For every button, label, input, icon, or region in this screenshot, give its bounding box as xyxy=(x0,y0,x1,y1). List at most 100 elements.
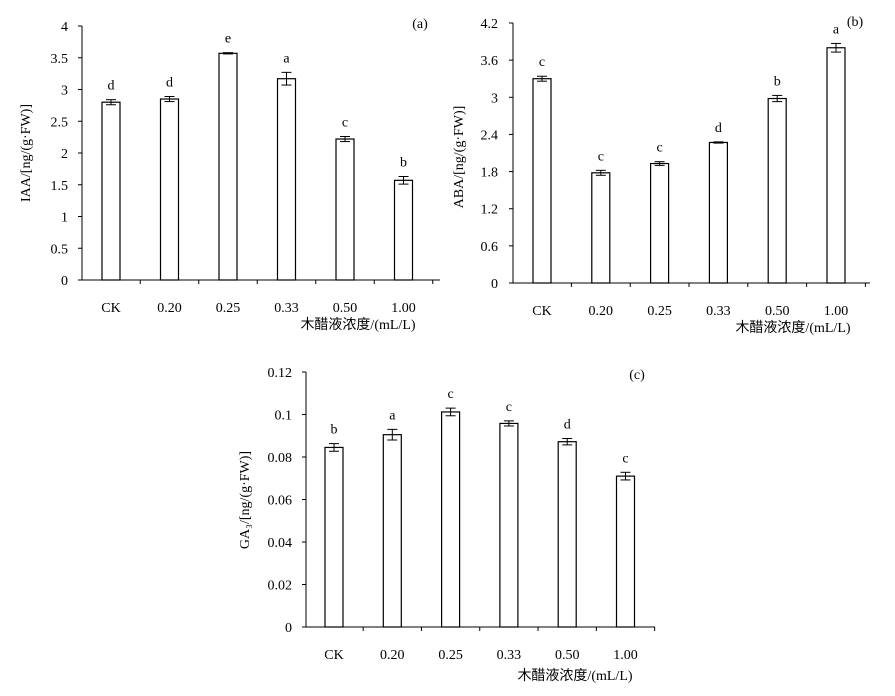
significance-letter: b xyxy=(331,423,338,438)
bar xyxy=(324,446,344,628)
significance-letter: c xyxy=(539,55,545,70)
y-tick-label: 0 xyxy=(491,277,498,292)
chart-panel-3: 0 0.02 0.04 0.06 0.08 0.1 0.12 b CK a 0.20 c 0.25 c 0.… xyxy=(238,366,656,684)
y-axis-title: IAA/[ng/(g·FW)] xyxy=(19,104,34,202)
bar xyxy=(276,78,297,281)
y-tick-label: 1.2 xyxy=(481,203,499,218)
error-bar xyxy=(713,141,724,144)
bar xyxy=(159,98,180,281)
bar xyxy=(708,141,729,284)
bar xyxy=(499,422,519,628)
error-bar xyxy=(831,42,841,53)
x-tick-label: 0.33 xyxy=(274,301,299,316)
bar xyxy=(532,78,552,284)
significance-letter: c xyxy=(342,115,348,130)
bar xyxy=(649,162,670,284)
y-tick-label: 0.04 xyxy=(268,536,293,551)
y-tick-label: 0.02 xyxy=(268,579,293,594)
significance-letter: d xyxy=(166,75,173,90)
significance-letter: a xyxy=(389,408,396,423)
error-bar xyxy=(445,407,456,417)
error-bar xyxy=(772,94,783,103)
x-axis-title: 木醋液浓度/(mL/L) xyxy=(300,317,415,333)
x-tick-label: 1.00 xyxy=(391,301,416,316)
panel-label: (a) xyxy=(412,17,428,32)
significance-letter: d xyxy=(715,121,722,136)
error-bar xyxy=(503,420,514,427)
y-tick-label: 3 xyxy=(61,84,68,99)
panel-label: (b) xyxy=(847,15,864,30)
y-axis-title: ABA/[ng/(g·FW)] xyxy=(452,106,467,209)
y-tick-label: 3.6 xyxy=(481,54,499,69)
y-tick-label: 0.6 xyxy=(481,240,499,255)
error-bar xyxy=(398,175,409,185)
x-tick-label: 0.50 xyxy=(555,648,580,663)
bar xyxy=(335,138,355,281)
y-tick-label: 3 xyxy=(491,91,498,106)
significance-letter: e xyxy=(225,32,231,47)
y-tick-label: 1.5 xyxy=(51,179,69,194)
y-tick-label: 0.1 xyxy=(275,409,293,424)
bar xyxy=(393,179,414,281)
error-bar xyxy=(387,428,398,441)
significance-letter: c xyxy=(656,141,662,156)
significance-letter: d xyxy=(108,79,115,94)
significance-letter: a xyxy=(833,22,840,37)
y-tick-label: 0 xyxy=(285,621,292,636)
y-tick-label: 0.12 xyxy=(268,366,293,381)
panel-label: (c) xyxy=(629,368,645,383)
bar xyxy=(441,411,461,628)
x-tick-label: CK xyxy=(532,304,551,319)
y-tick-label: 2.5 xyxy=(51,115,69,130)
y-axis-title: GA₃/[ng/(g·FW)] xyxy=(238,451,253,549)
y-tick-label: 4 xyxy=(61,20,68,35)
error-bar xyxy=(537,75,547,82)
bar xyxy=(382,434,402,628)
bar xyxy=(101,101,121,281)
significance-letter: c xyxy=(506,400,512,415)
x-tick-label: 0.33 xyxy=(497,648,522,663)
x-tick-label: 0.25 xyxy=(438,648,463,663)
significance-letter: a xyxy=(283,51,290,66)
x-tick-label: 0.25 xyxy=(647,304,672,319)
error-bar xyxy=(106,99,116,106)
x-tick-label: 0.50 xyxy=(333,301,358,316)
x-tick-label: 1.00 xyxy=(613,648,638,663)
error-bar xyxy=(164,95,175,103)
chart-panel-1: 0 0.5 1 1.5 2 2.5 3 3.5 4 d CK d 0.20 e 0.25 a 0.33 c 0.50… xyxy=(19,17,440,333)
bar xyxy=(218,52,238,281)
error-bar xyxy=(281,71,292,86)
y-tick-label: 2.4 xyxy=(481,128,499,143)
x-tick-label: 0.50 xyxy=(765,304,790,319)
y-tick-label: 0.5 xyxy=(51,242,69,257)
error-bar xyxy=(223,52,233,55)
error-bar xyxy=(620,471,631,481)
error-bar xyxy=(329,443,339,452)
y-tick-label: 0 xyxy=(61,274,68,289)
error-bar xyxy=(562,438,573,446)
x-tick-label: 0.20 xyxy=(157,301,182,316)
x-tick-label: 0.20 xyxy=(380,648,405,663)
bar xyxy=(591,172,611,284)
significance-letter: c xyxy=(598,149,604,164)
chart-panel-2: 0 0.6 1.2 1.8 2.4 3 3.6 4.2 c CK c 0.20 c 0.25 d 0.33 b 0… xyxy=(452,15,870,336)
y-tick-label: 0.08 xyxy=(268,451,293,466)
significance-letter: c xyxy=(622,451,628,466)
x-tick-label: 0.25 xyxy=(216,301,241,316)
y-tick-label: 4.2 xyxy=(481,17,499,32)
x-tick-label: CK xyxy=(324,648,343,663)
x-tick-label: 0.33 xyxy=(706,304,731,319)
significance-letter: c xyxy=(447,387,453,402)
bar xyxy=(557,441,577,628)
x-tick-label: CK xyxy=(101,301,120,316)
y-tick-label: 1 xyxy=(61,211,68,226)
error-bar xyxy=(654,161,665,166)
x-tick-label: 0.20 xyxy=(589,304,614,319)
x-axis-title: 木醋液浓度/(mL/L) xyxy=(735,320,850,336)
y-tick-label: 1.8 xyxy=(481,166,499,181)
significance-letter: b xyxy=(774,74,781,89)
bar xyxy=(615,475,636,628)
x-axis-title: 木醋液浓度/(mL/L) xyxy=(517,668,632,684)
y-tick-label: 2 xyxy=(61,147,68,162)
